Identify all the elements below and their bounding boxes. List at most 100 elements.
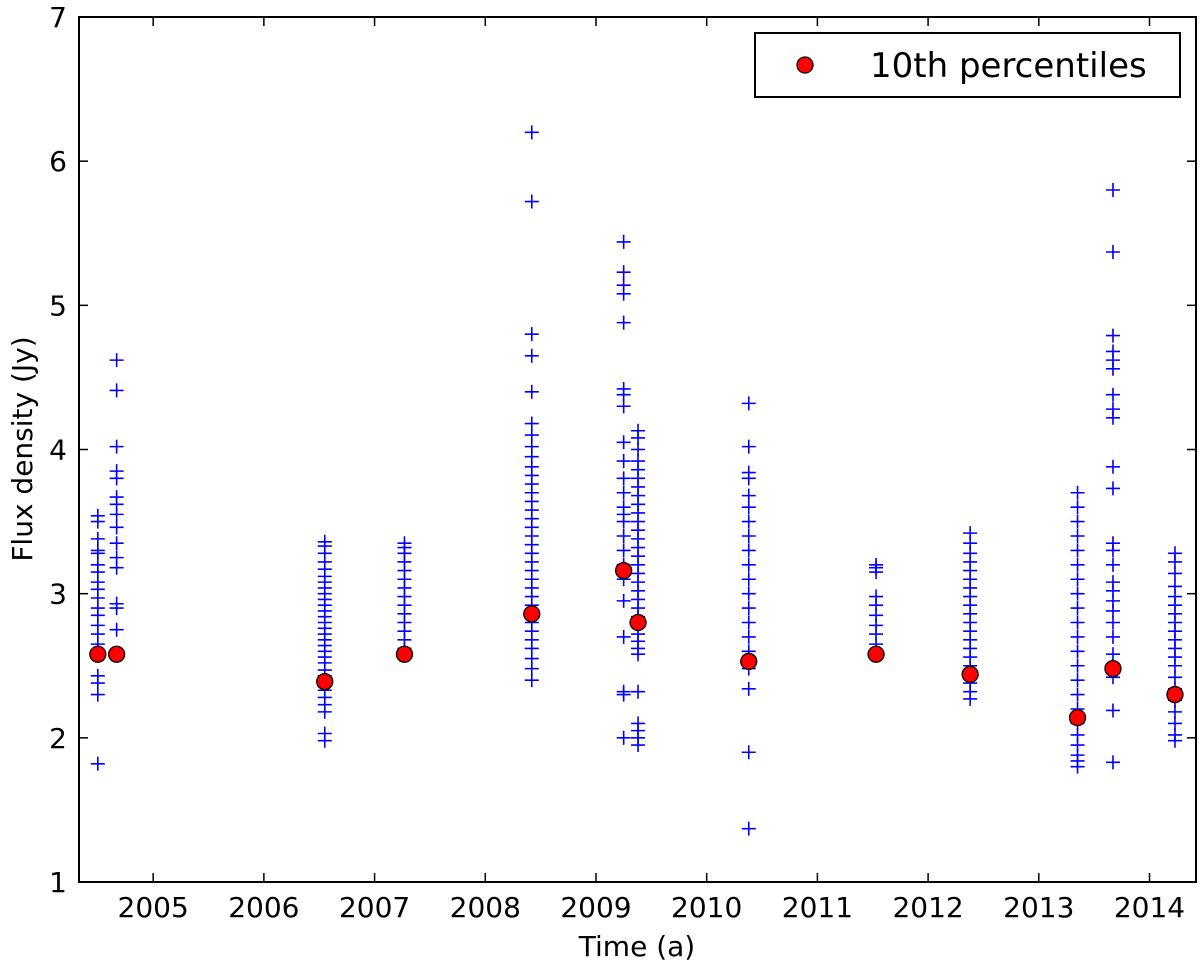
percentile-marker: [523, 605, 541, 623]
observation-marker: [1070, 586, 1085, 601]
observation-marker: [741, 488, 756, 503]
y-tick-label: 2: [49, 722, 67, 755]
observation-marker: [90, 508, 105, 523]
legend-label: 10th percentiles: [870, 46, 1147, 86]
observation-marker: [741, 529, 756, 543]
observation-marker: [1105, 755, 1120, 770]
observation-marker: [109, 536, 124, 551]
observation-marker: [1105, 459, 1120, 474]
observation-marker: [741, 745, 756, 760]
observation-marker: [631, 716, 646, 731]
observation-marker: [109, 550, 124, 565]
observation-marker: [1105, 402, 1120, 417]
observation-marker: [616, 529, 631, 543]
x-tick-label: 2009: [560, 891, 631, 924]
observation-marker: [741, 615, 756, 630]
x-tick-label: 2013: [1003, 891, 1074, 924]
observation-marker: [1105, 647, 1120, 662]
observation-marker: [741, 465, 756, 480]
x-tick-label: 2005: [118, 891, 189, 924]
observation-marker: [741, 572, 756, 587]
observation-marker: [741, 557, 756, 572]
legend-marker: [796, 56, 814, 74]
observation-marker: [616, 471, 631, 486]
observation-marker: [397, 536, 412, 551]
observation-marker: [616, 730, 631, 745]
observation-marker: [1105, 244, 1120, 259]
y-tick-label: 5: [49, 289, 67, 322]
plot-frame: [78, 16, 1197, 883]
observation-marker: [109, 520, 124, 535]
observation-marker: [616, 543, 631, 558]
x-tick-label: 2007: [339, 891, 410, 924]
observation-marker: [963, 526, 978, 541]
percentiles-layer: [89, 561, 1184, 727]
observation-marker: [109, 439, 124, 454]
observation-marker: [616, 278, 631, 293]
observation-marker: [1105, 344, 1120, 359]
observation-marker: [1070, 572, 1085, 587]
observation-marker: [1070, 687, 1085, 702]
observation-marker: [1070, 615, 1085, 630]
observation-marker: [109, 353, 124, 368]
legend-box: [754, 32, 1181, 98]
observation-marker: [1105, 575, 1120, 590]
x-tick-label: 2011: [782, 891, 853, 924]
observation-marker: [1070, 644, 1085, 659]
observation-marker: [741, 514, 756, 529]
observation-marker: [616, 381, 631, 396]
observation-marker: [631, 684, 646, 699]
observation-marker: [1070, 500, 1085, 515]
observation-marker: [1070, 673, 1085, 688]
observation-marker: [1070, 514, 1085, 529]
observation-marker: [1105, 703, 1120, 718]
percentile-marker: [1166, 685, 1184, 704]
observation-marker: [90, 756, 105, 771]
observation-marker: [1105, 481, 1120, 496]
observation-marker: [1167, 579, 1182, 594]
observation-marker: [1105, 629, 1120, 644]
x-tick-label: 2014: [1114, 891, 1185, 924]
observation-marker: [1105, 557, 1120, 572]
y-tick-label: 6: [49, 145, 67, 178]
observation-marker: [1070, 543, 1085, 558]
observation-marker: [616, 485, 631, 500]
observation-marker: [741, 396, 756, 411]
observation-marker: [109, 383, 124, 398]
observation-marker: [616, 593, 631, 608]
percentile-marker: [1068, 709, 1087, 727]
percentile-marker: [1104, 659, 1122, 678]
x-tick-label: 2008: [450, 891, 521, 924]
observation-marker: [524, 384, 539, 399]
observation-marker: [869, 589, 884, 604]
observation-marker: [616, 500, 631, 515]
observation-marker: [616, 234, 631, 249]
observation-marker: [524, 416, 539, 431]
percentile-marker: [107, 645, 126, 663]
observation-marker: [1070, 557, 1085, 572]
observation-marker: [741, 586, 756, 601]
observation-marker: [1070, 529, 1085, 543]
observation-marker: [1070, 601, 1085, 616]
observation-marker: [524, 348, 539, 363]
y-axis-title: Flux density (Jy): [6, 336, 39, 561]
observation-marker: [741, 629, 756, 644]
observation-marker: [616, 454, 631, 469]
observation-marker: [869, 557, 884, 572]
observation-marker: [741, 681, 756, 696]
observation-marker: [616, 629, 631, 644]
observation-marker: [524, 327, 539, 342]
observation-marker: [524, 194, 539, 209]
observation-marker: [631, 423, 646, 438]
observation-marker: [109, 464, 124, 479]
observation-marker: [317, 534, 332, 549]
percentile-marker: [89, 645, 107, 663]
percentile-marker: [615, 561, 633, 580]
y-tick-label: 7: [49, 1, 67, 34]
x-axis-title: Time (a): [578, 930, 695, 963]
observation-marker: [109, 490, 124, 505]
observation-marker: [524, 125, 539, 140]
legend: 10th percentiles: [754, 32, 1181, 98]
y-tick-label: 4: [49, 434, 67, 467]
